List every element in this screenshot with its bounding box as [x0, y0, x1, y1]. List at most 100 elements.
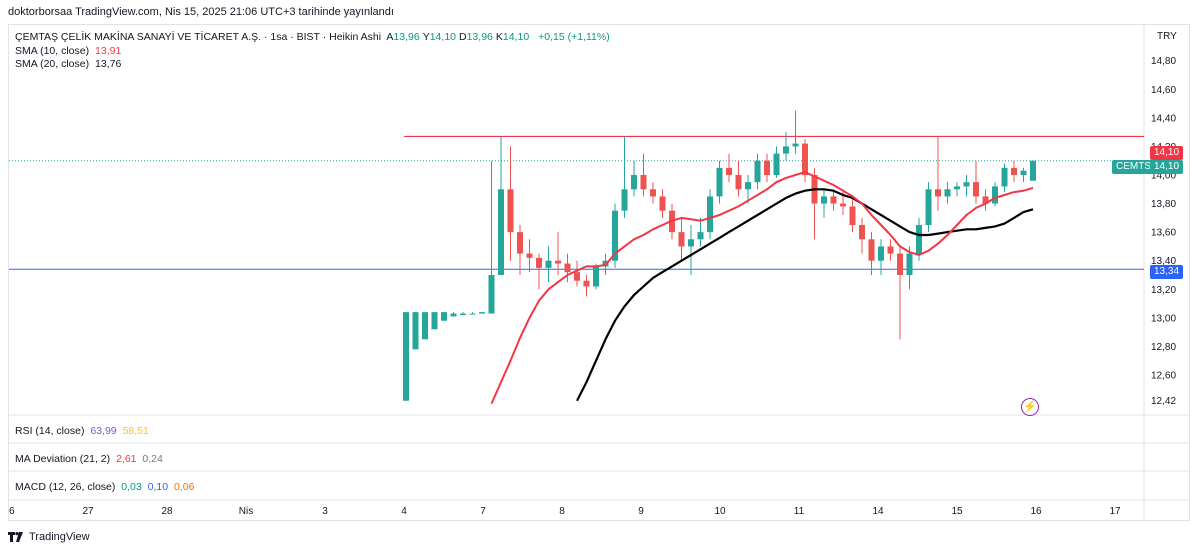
ma-deviation-legend[interactable]: MA Deviation (21, 2) 2,61 0,24 [15, 453, 166, 465]
ma-deviation-value-2: 0,24 [142, 453, 163, 465]
x-tick-label: Nis [239, 506, 253, 517]
candle-body [954, 186, 960, 190]
y-tick-label: 13,00 [1151, 313, 1176, 324]
chart-frame[interactable]: 12,42 12,60 12,80 13,00 13,20 13,40 13,60 13,80… [8, 24, 1190, 521]
candle-body [650, 189, 656, 197]
candle-body [1011, 167, 1017, 175]
candle-body [916, 225, 922, 254]
footer[interactable]: TradingView [8, 531, 90, 543]
candle-body [450, 313, 457, 317]
ohlc-key: A [386, 31, 394, 43]
candle-body [488, 275, 495, 314]
ohlc-key: K [495, 31, 503, 43]
sma10-legend[interactable]: SMA (10, close) 13,91 [15, 45, 124, 57]
price-chart[interactable]: 12,42 12,60 12,80 13,00 13,20 13,40 13,60 13,80… [9, 25, 1189, 520]
candle-body [460, 313, 466, 315]
x-tick-label: 16 [1030, 506, 1042, 517]
candle-body [593, 266, 599, 287]
candle-body [783, 146, 789, 154]
candle-body [821, 196, 827, 204]
candle-body [754, 160, 761, 183]
macd-legend[interactable]: MACD (12, 26, close) 0,03 0,10 0,06 [15, 481, 197, 493]
footer-brand: TradingView [29, 531, 90, 543]
candle-body [441, 312, 447, 321]
y-tick-label: 14,60 [1151, 85, 1176, 96]
ohlc-key: D [459, 31, 467, 43]
candle-body [973, 182, 979, 197]
tradingview-logo-icon [8, 532, 23, 542]
sma10-line [490, 171, 1034, 405]
candle-body [403, 312, 409, 401]
x-tick-label: 15 [951, 506, 963, 517]
candle-body [716, 167, 723, 197]
candle-body [802, 143, 808, 175]
x-tick-label: 7 [480, 506, 486, 517]
candle-body [1001, 167, 1008, 187]
symbol-description: ÇEMTAŞ ÇELİK MAKİNA SANAYİ VE TİCARET A.… [15, 31, 382, 43]
symbol-legend: ÇEMTAŞ ÇELİK MAKİNA SANAYİ VE TİCARET A.… [15, 31, 613, 43]
y-tick-label: 13,40 [1151, 256, 1176, 267]
x-tick-label: 9 [638, 506, 644, 517]
y-tick-label: 14,40 [1151, 113, 1176, 124]
candle-body [507, 189, 514, 233]
candle-body [963, 182, 970, 187]
x-tick-label: 3 [322, 506, 328, 517]
candle-body [735, 175, 742, 190]
last-price-label: 14,10 [1150, 160, 1184, 174]
candle-body [688, 239, 694, 247]
currency-label[interactable]: TRY [1157, 31, 1177, 42]
candle-body [859, 225, 865, 240]
candle-body [659, 196, 666, 211]
candle-body [982, 196, 989, 204]
sma20-value: 13,76 [95, 58, 122, 70]
candle-body [469, 313, 476, 315]
candle-body [906, 253, 913, 275]
candle-body [431, 312, 438, 330]
candle-body [878, 246, 884, 261]
ohlc-value: 14,10 [502, 31, 530, 43]
sma20-line [576, 188, 1034, 402]
candle-body [868, 239, 875, 261]
candle-body [621, 189, 628, 211]
candle-body [849, 206, 856, 225]
candle-body [583, 280, 590, 287]
candle-body [707, 196, 713, 233]
candle-body [840, 203, 846, 207]
ohlc-key: Y [422, 31, 430, 43]
candle-body [574, 272, 580, 281]
candle-body [726, 167, 732, 175]
sma10-label: SMA (10, close) [15, 45, 90, 57]
candle-body [536, 257, 542, 268]
candle-body [498, 189, 504, 275]
candle-body [944, 189, 951, 197]
ma-deviation-label: MA Deviation (21, 2) [15, 453, 111, 465]
candle-body [678, 232, 685, 247]
ohlc-value: 13,96 [466, 31, 493, 43]
y-tick-label: 12,42 [1151, 396, 1176, 407]
y-tick-label: 13,60 [1151, 228, 1176, 239]
lightning-icon[interactable]: ⚡ [1021, 398, 1039, 416]
y-tick-label: 12,80 [1151, 342, 1176, 353]
ohlc-value: 14,10 [429, 31, 456, 43]
candle-body [897, 253, 903, 275]
candle-body [792, 143, 799, 147]
candle-body [935, 189, 941, 197]
candle-body [545, 260, 552, 268]
y-tick-label: 12,60 [1151, 371, 1176, 382]
ohlc-values: A13,96 Y14,10 D13,96 K14,10 [386, 31, 532, 43]
resistance-price-label: 14,10 [1150, 146, 1184, 160]
candles-group [403, 110, 1036, 401]
rsi-label: RSI (14, close) [15, 425, 85, 437]
candle-body [697, 232, 704, 240]
sma20-legend[interactable]: SMA (20, close) 13,76 [15, 58, 124, 70]
support-price-label: 13,34 [1150, 265, 1184, 279]
macd-value-3: 0,06 [174, 481, 195, 493]
rsi-legend[interactable]: RSI (14, close) 63,99 58,51 [15, 425, 152, 437]
publish-info: doktorborsaa TradingView.com, Nis 15, 20… [8, 6, 394, 18]
symbol-tag: CEMTS [1112, 160, 1155, 174]
x-tick-label: 27 [82, 506, 94, 517]
macd-value-2: 0,10 [147, 481, 169, 493]
candle-body [1030, 160, 1036, 181]
x-tick-label: 4 [401, 506, 407, 517]
candle-body [1020, 170, 1027, 175]
